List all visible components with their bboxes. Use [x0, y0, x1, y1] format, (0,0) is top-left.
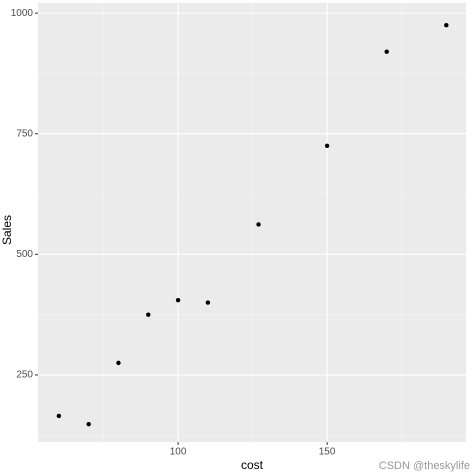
- point: [324, 143, 330, 148]
- y-tick-label: 250: [16, 370, 33, 381]
- x-tick-label: 100: [170, 447, 187, 458]
- y-axis-title: Sales: [0, 215, 14, 245]
- point: [175, 297, 181, 303]
- x-axis-title: cost: [241, 458, 264, 472]
- y-tick-label: 750: [16, 128, 33, 139]
- y-tick-label: 500: [16, 249, 33, 260]
- watermark: CSDN @theskylife: [379, 460, 470, 472]
- point: [444, 22, 449, 28]
- point: [86, 421, 91, 427]
- point: [205, 300, 211, 305]
- point: [384, 49, 389, 54]
- point: [116, 360, 121, 366]
- point: [256, 222, 261, 227]
- point: [146, 312, 151, 317]
- y-tick-label: 1000: [11, 8, 34, 19]
- panel: [38, 3, 466, 442]
- point: [56, 413, 62, 419]
- x-tick-label: 150: [319, 447, 336, 458]
